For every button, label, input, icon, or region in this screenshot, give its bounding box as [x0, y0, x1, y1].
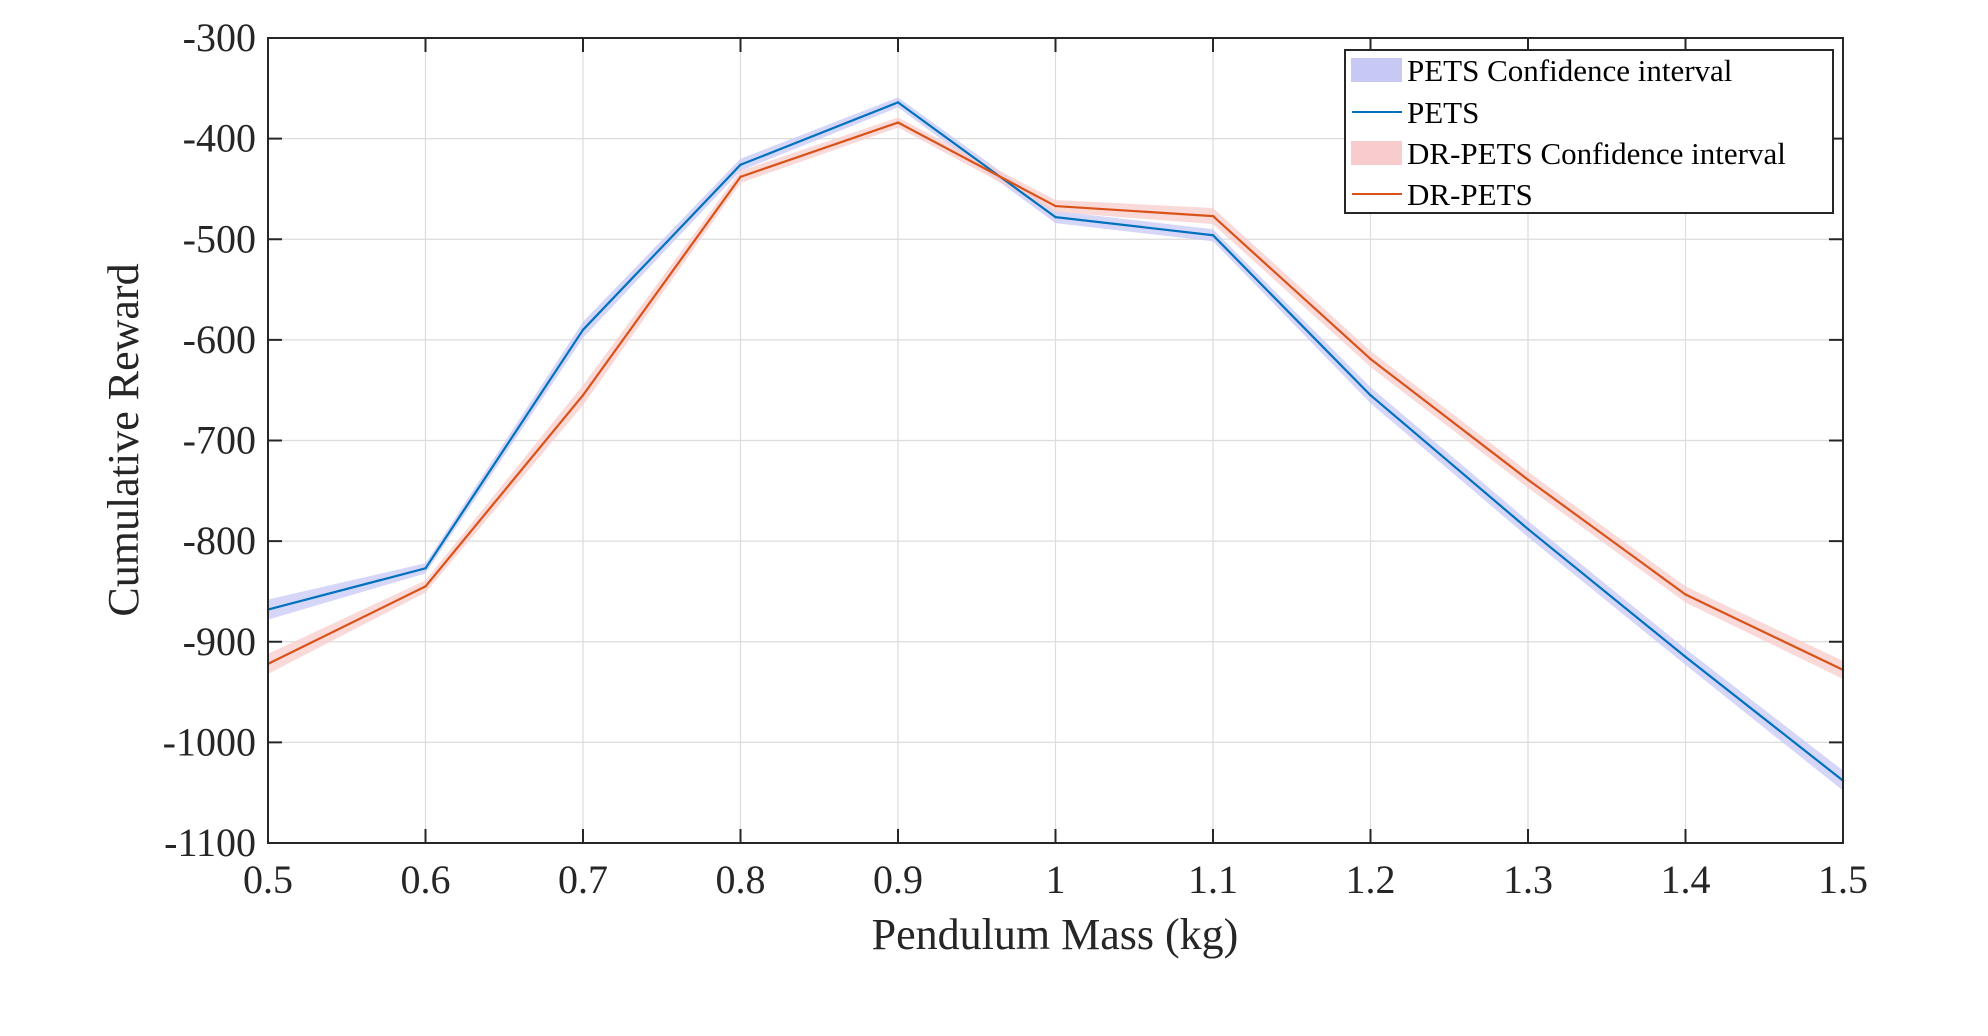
data-point-dr-pets — [896, 121, 900, 124]
data-point-pets — [739, 163, 742, 166]
legend-label-pets-ci: PETS Confidence interval — [1407, 53, 1732, 88]
data-point-pets — [1526, 527, 1530, 531]
data-point-dr-pets — [1211, 214, 1215, 218]
y-tick-label: -1100 — [164, 820, 256, 865]
y-tick-label: -900 — [183, 619, 256, 664]
legend-box — [1344, 49, 1834, 214]
x-tick-label: 1.5 — [1818, 857, 1868, 902]
data-point-pets — [1369, 394, 1372, 397]
data-point-dr-pets — [1369, 357, 1372, 361]
y-tick-label: -300 — [183, 15, 256, 60]
data-point-pets — [1684, 655, 1687, 659]
x-tick-label: 1.1 — [1188, 857, 1238, 902]
x-axis-label: Pendulum Mass (kg) — [872, 910, 1239, 959]
data-point-dr-pets — [581, 394, 585, 397]
x-tick-label: 0.5 — [243, 857, 293, 902]
legend-label-dr-pets-ci: DR-PETS Confidence interval — [1407, 136, 1786, 171]
legend: PETS Confidence interval PETS DR-PETS Co… — [1344, 49, 1834, 214]
y-axis-label: Cumulative Reward — [99, 263, 148, 616]
y-tick-label: -500 — [183, 216, 256, 261]
data-point-dr-pets — [739, 175, 742, 179]
data-point-pets — [1211, 234, 1215, 237]
x-tick-label: 0.6 — [401, 857, 451, 902]
x-tick-label: 0.9 — [873, 857, 923, 902]
data-point-pets — [581, 328, 585, 332]
x-tick-labels: 0.5 0.6 0.7 0.8 0.9 1 1.1 1.2 1.3 1.4 1.5 — [243, 857, 1868, 902]
legend-swatch-pets-ci — [1351, 58, 1402, 82]
x-tick-label: 1.2 — [1346, 857, 1396, 902]
legend-label-dr-pets: DR-PETS — [1407, 177, 1533, 212]
x-tick-label: 1.4 — [1661, 857, 1711, 902]
y-tick-labels: -300 -400 -500 -600 -700 -800 -900 -1000 -1100 — [163, 15, 256, 865]
y-tick-label: -400 — [183, 116, 256, 161]
data-point-dr-pets — [1684, 593, 1687, 596]
x-tick-label: 1 — [1046, 857, 1066, 902]
y-tick-label: -700 — [183, 418, 256, 463]
confidence-band-dr-pets — [268, 117, 1843, 679]
x-tick-label: 1.3 — [1503, 857, 1553, 902]
data-point-dr-pets — [424, 585, 427, 588]
y-tick-label: -800 — [183, 518, 256, 563]
confidence-bands — [268, 97, 1843, 791]
x-tick-label: 0.8 — [716, 857, 766, 902]
legend-swatch-dr-pets-ci — [1351, 141, 1402, 165]
legend-label-pets: PETS — [1407, 95, 1479, 130]
x-tick-label: 0.7 — [558, 857, 608, 902]
data-point-pets — [896, 101, 900, 104]
data-point-pets — [1054, 215, 1057, 219]
data-point-pets — [424, 567, 427, 570]
y-tick-label: -600 — [183, 317, 256, 362]
data-point-dr-pets — [1526, 478, 1530, 481]
y-tick-label: -1000 — [163, 719, 256, 764]
series-lines — [266, 101, 1845, 782]
data-point-dr-pets — [1054, 204, 1057, 208]
